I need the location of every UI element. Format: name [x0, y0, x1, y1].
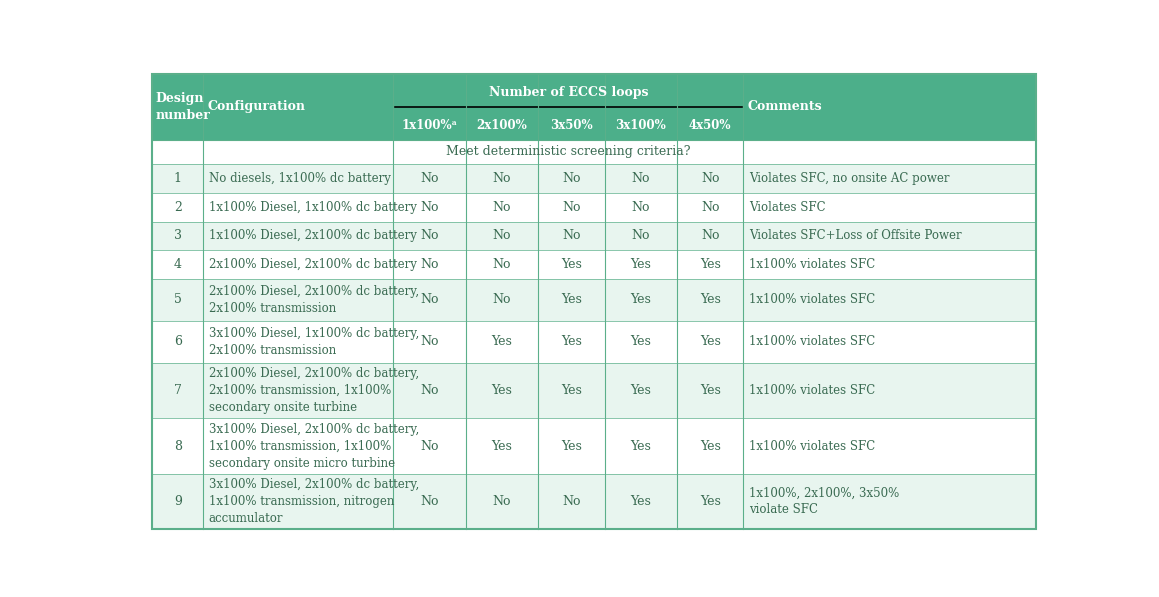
Text: Violates SFC, no onsite AC power: Violates SFC, no onsite AC power — [749, 172, 949, 185]
Bar — [152, 418, 1036, 473]
Text: 1: 1 — [174, 172, 182, 185]
Text: Yes: Yes — [561, 439, 582, 453]
Text: 2x100%: 2x100% — [476, 119, 527, 131]
Text: No: No — [493, 172, 511, 185]
Text: No: No — [562, 201, 581, 214]
Text: No: No — [493, 258, 511, 271]
Text: Yes: Yes — [561, 258, 582, 271]
Text: 1x100%ᵃ: 1x100%ᵃ — [401, 119, 458, 131]
Text: Yes: Yes — [700, 439, 721, 453]
Text: No: No — [632, 229, 650, 242]
Text: 1x100%, 2x100%, 3x50%
violate SFC: 1x100%, 2x100%, 3x50% violate SFC — [749, 487, 899, 516]
Text: 3x100% Diesel, 2x100% dc battery,
1x100% transmission, 1x100%
secondary onsite m: 3x100% Diesel, 2x100% dc battery, 1x100%… — [209, 423, 418, 469]
Text: 1x100% violates SFC: 1x100% violates SFC — [749, 439, 875, 453]
Bar — [152, 74, 1036, 140]
Text: No: No — [562, 172, 581, 185]
Text: 8: 8 — [174, 439, 182, 453]
Text: 4: 4 — [174, 258, 182, 271]
Bar — [152, 321, 1036, 363]
Text: No diesels, 1x100% dc battery: No diesels, 1x100% dc battery — [209, 172, 391, 185]
Text: 3x50%: 3x50% — [551, 119, 592, 131]
Bar — [152, 140, 1036, 164]
Bar — [152, 473, 1036, 529]
Text: No: No — [421, 294, 439, 306]
Text: No: No — [701, 229, 720, 242]
Text: Yes: Yes — [700, 258, 721, 271]
Text: No: No — [493, 495, 511, 508]
Text: Yes: Yes — [561, 384, 582, 397]
Text: No: No — [562, 229, 581, 242]
Bar — [152, 250, 1036, 279]
Bar — [152, 279, 1036, 321]
Bar — [152, 164, 1036, 193]
Text: 9: 9 — [174, 495, 182, 508]
Text: 1x100% Diesel, 2x100% dc battery: 1x100% Diesel, 2x100% dc battery — [209, 229, 416, 242]
Text: Design
number: Design number — [155, 92, 211, 122]
Text: No: No — [493, 201, 511, 214]
Text: 3: 3 — [174, 229, 182, 242]
Text: No: No — [421, 201, 439, 214]
Text: Number of ECCS loops: Number of ECCS loops — [489, 86, 648, 99]
Text: No: No — [632, 201, 650, 214]
Text: 2x100% Diesel, 2x100% dc battery,
2x100% transmission: 2x100% Diesel, 2x100% dc battery, 2x100%… — [209, 285, 418, 315]
Text: No: No — [421, 495, 439, 508]
Text: 3x100% Diesel, 2x100% dc battery,
1x100% transmission, nitrogen
accumulator: 3x100% Diesel, 2x100% dc battery, 1x100%… — [209, 478, 418, 525]
Text: Yes: Yes — [630, 294, 651, 306]
Text: 1x100% violates SFC: 1x100% violates SFC — [749, 336, 875, 349]
Text: Yes: Yes — [491, 384, 512, 397]
Text: Yes: Yes — [630, 384, 651, 397]
Text: Yes: Yes — [561, 336, 582, 349]
Text: No: No — [421, 336, 439, 349]
Text: Yes: Yes — [491, 439, 512, 453]
Text: 1x100% violates SFC: 1x100% violates SFC — [749, 384, 875, 397]
Text: No: No — [562, 495, 581, 508]
Text: 3x100%: 3x100% — [615, 119, 666, 131]
Text: 4x50%: 4x50% — [688, 119, 731, 131]
Text: Yes: Yes — [630, 258, 651, 271]
Text: No: No — [421, 384, 439, 397]
Text: 1x100% violates SFC: 1x100% violates SFC — [749, 294, 875, 306]
Text: 2x100% Diesel, 2x100% dc battery: 2x100% Diesel, 2x100% dc battery — [209, 258, 416, 271]
Text: 6: 6 — [174, 336, 182, 349]
Text: Yes: Yes — [491, 336, 512, 349]
Text: Meet deterministic screening criteria?: Meet deterministic screening criteria? — [446, 145, 691, 158]
Text: No: No — [421, 172, 439, 185]
Text: No: No — [493, 294, 511, 306]
Text: 3x100% Diesel, 1x100% dc battery,
2x100% transmission: 3x100% Diesel, 1x100% dc battery, 2x100%… — [209, 327, 418, 357]
Text: No: No — [701, 172, 720, 185]
Text: Yes: Yes — [700, 336, 721, 349]
Text: Yes: Yes — [630, 495, 651, 508]
Text: Comments: Comments — [748, 100, 823, 113]
Text: No: No — [493, 229, 511, 242]
Text: Yes: Yes — [630, 439, 651, 453]
Text: No: No — [421, 258, 439, 271]
Text: Yes: Yes — [700, 495, 721, 508]
Text: No: No — [701, 201, 720, 214]
Text: No: No — [632, 172, 650, 185]
Text: 7: 7 — [174, 384, 182, 397]
Text: 2: 2 — [174, 201, 182, 214]
Text: Violates SFC: Violates SFC — [749, 201, 825, 214]
Text: Configuration: Configuration — [207, 100, 306, 113]
Bar — [152, 363, 1036, 418]
Text: 1x100% violates SFC: 1x100% violates SFC — [749, 258, 875, 271]
Text: No: No — [421, 229, 439, 242]
Bar — [152, 221, 1036, 250]
Text: Yes: Yes — [630, 336, 651, 349]
Text: Yes: Yes — [700, 384, 721, 397]
Text: 2x100% Diesel, 2x100% dc battery,
2x100% transmission, 1x100%
secondary onsite t: 2x100% Diesel, 2x100% dc battery, 2x100%… — [209, 367, 418, 414]
Text: 5: 5 — [174, 294, 182, 306]
Bar — [152, 193, 1036, 221]
Text: No: No — [421, 439, 439, 453]
Text: Violates SFC+Loss of Offsite Power: Violates SFC+Loss of Offsite Power — [749, 229, 961, 242]
Text: 1x100% Diesel, 1x100% dc battery: 1x100% Diesel, 1x100% dc battery — [209, 201, 416, 214]
Text: Yes: Yes — [561, 294, 582, 306]
Text: Yes: Yes — [700, 294, 721, 306]
